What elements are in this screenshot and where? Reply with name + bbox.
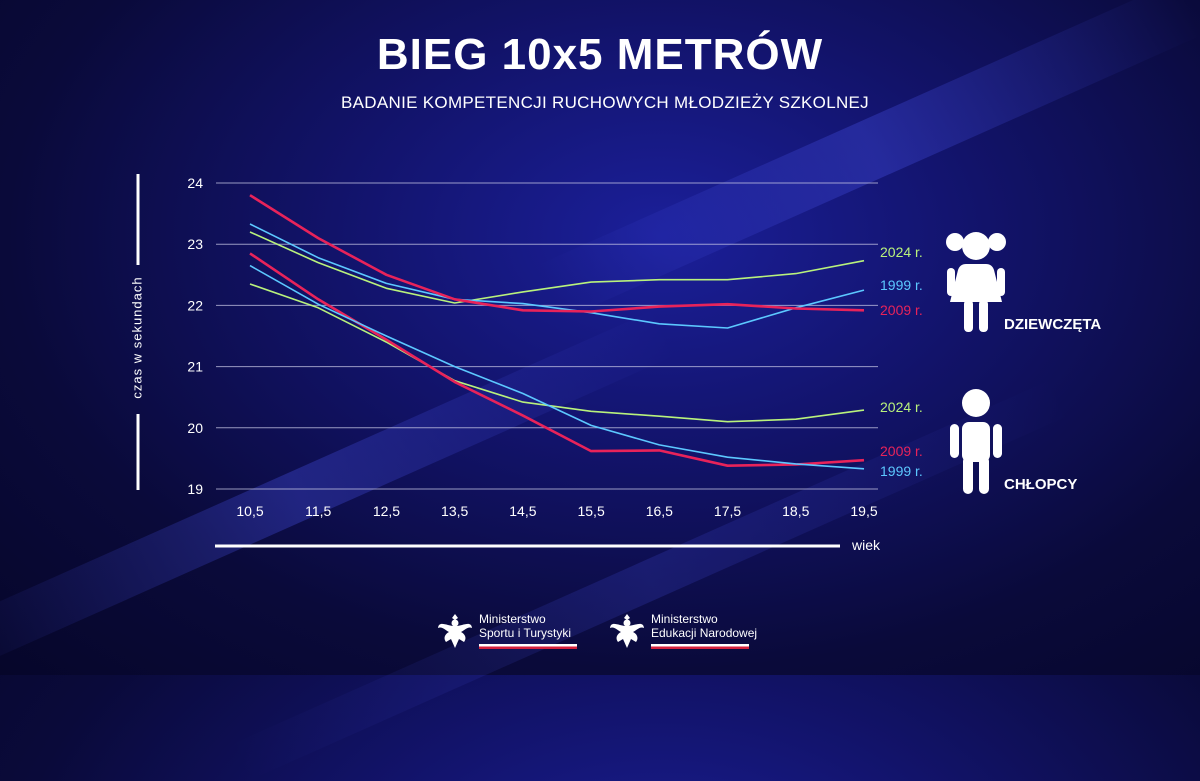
line-chart: 19 20 21 22 23 24 10,5 11,5 12,5 13,5 14,5 15,5 16,… [0,0,1200,675]
eagle-emblem-icon [437,612,473,652]
x-tick-label: 15,5 [577,503,604,519]
x-tick-label: 18,5 [782,503,809,519]
grid [216,183,878,489]
ministry-education-line1: Ministerstwo [651,612,757,626]
series-end-label: 2009 r. [880,302,923,318]
girls-group-label: DZIEWCZĘTA [1004,316,1101,333]
y-axis-label: czas w sekundach [130,273,145,403]
x-tick-label: 13,5 [441,503,468,519]
ministry-education-line2: Edukacji Narodowej [651,626,757,640]
ministry-sport-logo: Ministerstwo Sportu i Turystyki [437,612,577,652]
ministry-sport-line2: Sportu i Turystyki [479,626,577,640]
boy-icon [944,388,1008,494]
x-axis-label: wiek [852,537,880,553]
y-tick-label: 22 [187,297,203,313]
boys-group-label: CHŁOPCY [1004,476,1077,493]
polish-flag-stripe [651,644,749,649]
series-end-label: 2024 r. [880,244,923,260]
y-tick-label: 19 [187,481,203,497]
y-tick-label: 23 [187,236,203,252]
x-tick-label: 14,5 [509,503,536,519]
y-tick-label: 21 [187,359,203,375]
series-line [250,266,864,469]
eagle-emblem-icon [609,612,645,652]
series-line [250,195,864,311]
series-line [250,284,864,422]
girl-icon [944,228,1008,332]
x-tick-label: 12,5 [373,503,400,519]
x-tick-label: 10,5 [236,503,263,519]
x-tick-label: 16,5 [646,503,673,519]
series-end-label: 1999 r. [880,277,923,293]
y-tick-label: 20 [187,420,203,436]
polish-flag-stripe [479,644,577,649]
y-tick-label: 24 [187,175,203,191]
series-end-labels: 2024 r. 1999 r. 2009 r. 2024 r. 2009 r. 1999 … [880,244,923,479]
x-tick-labels: 10,5 11,5 12,5 13,5 14,5 15,5 16,5 17,5 18,5 19,5 [236,503,877,519]
x-tick-label: 11,5 [305,503,331,519]
x-tick-label: 19,5 [850,503,877,519]
ministry-sport-line1: Ministerstwo [479,612,577,626]
y-tick-labels: 19 20 21 22 23 24 [187,175,203,497]
series-line [250,253,864,465]
series-end-label: 2009 r. [880,443,923,459]
series-end-label: 2024 r. [880,399,923,415]
series-end-label: 1999 r. [880,463,923,479]
x-tick-label: 17,5 [714,503,741,519]
ministry-education-logo: Ministerstwo Edukacji Narodowej [609,612,757,652]
